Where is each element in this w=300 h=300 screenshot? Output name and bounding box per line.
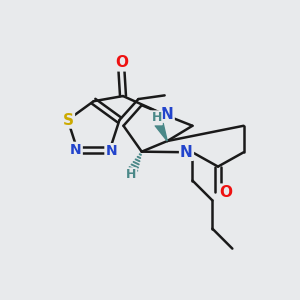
Polygon shape — [155, 122, 167, 141]
Text: O: O — [219, 184, 232, 200]
Text: H: H — [126, 168, 136, 182]
Text: N: N — [161, 107, 174, 122]
Text: S: S — [63, 112, 74, 128]
Text: N: N — [180, 145, 193, 160]
Text: O: O — [115, 56, 128, 70]
Text: N: N — [105, 144, 117, 158]
Text: H: H — [152, 111, 162, 124]
Text: N: N — [70, 143, 82, 157]
